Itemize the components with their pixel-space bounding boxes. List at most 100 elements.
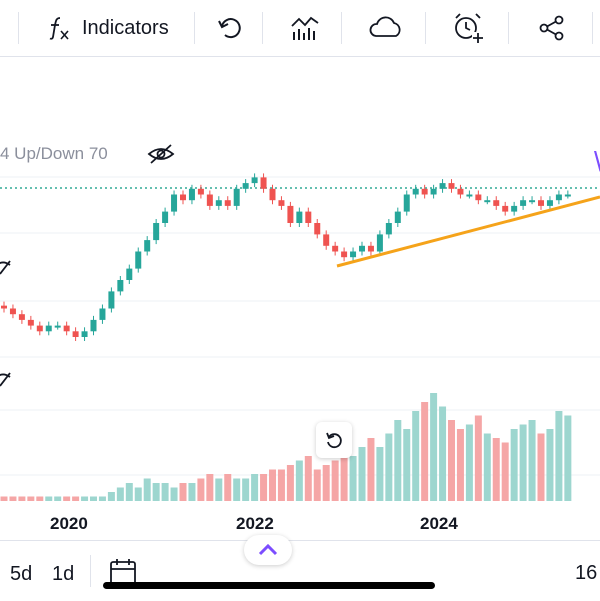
candle-body: [90, 319, 97, 332]
volume-bars: [0, 393, 572, 501]
volume-bar: [152, 483, 160, 501]
volume-bar: [197, 478, 205, 501]
candle-body: [538, 200, 544, 206]
candle-body: [215, 200, 222, 206]
candle-body: [162, 211, 169, 223]
candle-body: [126, 268, 133, 280]
chevron-up-icon: [257, 543, 279, 557]
candle-body: [323, 234, 330, 246]
candle-body: [305, 211, 312, 223]
x-axis-label-2022: 2022: [236, 514, 274, 533]
candle-body: [108, 291, 115, 309]
volume-bar: [295, 460, 303, 501]
volume-bar: [81, 496, 89, 501]
volume-bar: [161, 483, 169, 501]
candle-body: [63, 325, 70, 332]
volume-bar: [63, 496, 71, 501]
volume-bar: [421, 402, 429, 501]
volume-bar: [358, 447, 366, 501]
candle-body: [180, 194, 186, 201]
volume-bar: [528, 420, 536, 501]
hide-indicator-icon[interactable]: [147, 143, 175, 165]
interval-bar: 5d 1d: [0, 540, 600, 601]
right-value-label: 16: [575, 562, 598, 584]
candle-body: [484, 200, 491, 203]
volume-bar: [546, 429, 554, 501]
chart-grid: [0, 176, 600, 476]
calendar-go-to-icon[interactable]: [108, 557, 138, 585]
candle-body: [188, 188, 195, 201]
candle-body: [555, 194, 562, 201]
volume-bar: [564, 415, 572, 501]
hide-volume-icon[interactable]: [0, 368, 12, 390]
candle-body: [197, 188, 204, 195]
volume-bar: [188, 483, 196, 501]
candle-body: [529, 200, 536, 203]
x-axis-label-2024: 2024: [420, 514, 458, 533]
candle-body: [144, 240, 151, 252]
candlesticks: [1, 173, 571, 341]
share-icon: [538, 14, 566, 42]
volume-bar: [233, 478, 241, 501]
volume-bar: [260, 474, 268, 501]
volume-bar: [206, 474, 214, 501]
candle-body: [564, 194, 571, 197]
volume-bar: [36, 496, 44, 501]
home-indicator: [103, 582, 435, 589]
volume-bar: [510, 429, 518, 501]
candle-body: [27, 319, 34, 326]
candle-body: [332, 245, 339, 252]
candle-body: [341, 251, 348, 258]
interval-5d[interactable]: 5d: [10, 563, 33, 585]
hide-series-icon[interactable]: [0, 256, 12, 278]
volume-bar: [367, 438, 375, 501]
candle-body: [475, 194, 482, 201]
volume-bar: [179, 483, 187, 501]
undo-button[interactable]: [216, 0, 244, 56]
chart-type-button[interactable]: [290, 0, 320, 56]
candle-body: [36, 325, 43, 332]
volume-bar: [27, 496, 35, 501]
price-chart[interactable]: \: [0, 57, 600, 540]
candle-body: [153, 223, 160, 241]
toolbar-separator: [262, 12, 263, 44]
toolbar-separator: [592, 12, 593, 44]
candle-body: [278, 200, 285, 206]
candle-body: [439, 183, 446, 189]
trendline[interactable]: [336, 195, 600, 268]
volume-bar: [286, 465, 294, 501]
volume-bar: [555, 411, 563, 501]
volume-bar: [215, 478, 223, 501]
candle-body: [376, 234, 383, 252]
candle-body: [18, 314, 25, 320]
candle-body: [1, 305, 7, 309]
candle-body: [502, 205, 509, 212]
volume-bar: [501, 442, 509, 501]
candle-body: [171, 194, 178, 212]
volume-bar: [170, 487, 178, 501]
volume-bar: [492, 438, 500, 501]
candle-body: [448, 183, 455, 189]
expand-panel-button[interactable]: [244, 535, 292, 565]
indicators-button[interactable]: Indicators: [46, 0, 169, 56]
reset-scale-button[interactable]: [316, 422, 352, 458]
volume-bar: [304, 456, 312, 501]
volume-bar: [340, 456, 348, 501]
candle-body: [412, 188, 419, 195]
candle-body: [45, 325, 52, 332]
alarm-add-button[interactable]: [452, 0, 484, 56]
candle-body: [457, 188, 464, 195]
candle-body: [117, 280, 124, 292]
volume-bar: [519, 424, 527, 501]
volume-bar: [125, 483, 133, 501]
candle-body: [367, 245, 374, 252]
candle-body: [9, 308, 16, 315]
candle-body: [350, 251, 357, 258]
cloud-button[interactable]: [367, 0, 405, 56]
interval-1d[interactable]: 1d: [52, 563, 75, 585]
toolbar-separator: [508, 12, 509, 44]
share-button[interactable]: [538, 0, 566, 56]
volume-bar: [0, 496, 8, 501]
volume-bar: [54, 496, 62, 501]
candle-body: [99, 308, 106, 320]
